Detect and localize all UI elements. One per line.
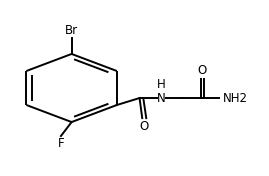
Text: H: H [157,78,165,91]
Text: O: O [140,120,149,133]
Text: NH2: NH2 [222,92,247,105]
Text: O: O [198,64,207,77]
Text: N: N [157,92,165,105]
Text: Br: Br [65,24,78,37]
Text: F: F [58,137,64,150]
